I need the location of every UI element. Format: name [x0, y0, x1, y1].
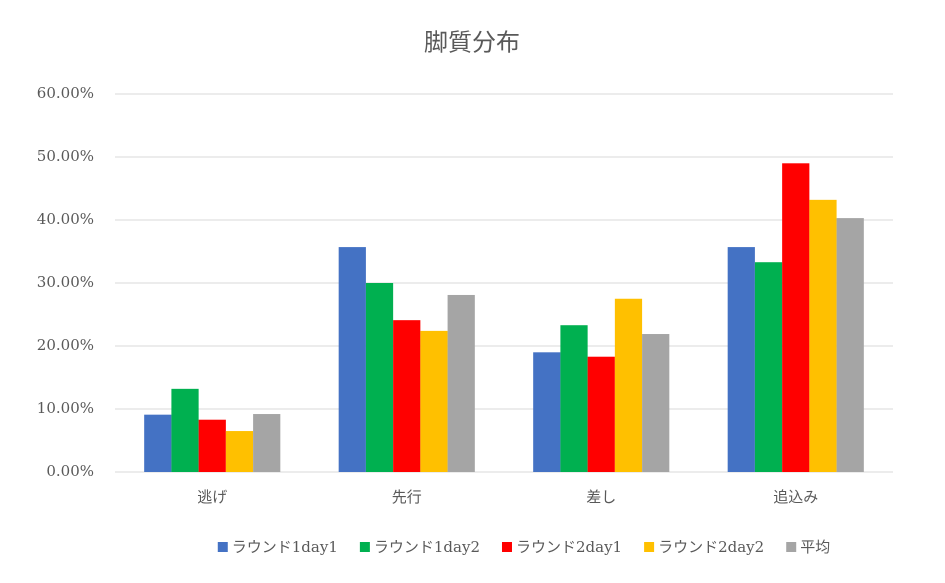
- bar: [533, 352, 561, 472]
- bar: [836, 218, 864, 472]
- bar: [338, 247, 366, 472]
- legend-swatch: [217, 542, 228, 552]
- y-tick-label: 30.00%: [37, 273, 94, 291]
- bar: [614, 298, 643, 472]
- bar: [642, 334, 670, 472]
- bar: [365, 283, 394, 472]
- bar: [809, 199, 837, 472]
- y-tick-label: 20.00%: [37, 336, 94, 354]
- legend-swatch: [359, 542, 370, 552]
- bar: [447, 294, 475, 472]
- y-tick-label: 10.00%: [37, 399, 94, 417]
- x-tick-label: 追込み: [773, 488, 818, 506]
- y-tick-label: 0.00%: [46, 462, 94, 480]
- bar: [225, 431, 254, 472]
- legend-label: 平均: [800, 538, 830, 556]
- bar: [198, 419, 226, 472]
- y-tick-label: 60.00%: [37, 84, 94, 102]
- y-tick-label: 50.00%: [37, 147, 94, 165]
- x-tick-label: 逃げ: [197, 488, 227, 506]
- bar: [587, 356, 615, 472]
- legend-label: ラウンド2day1: [516, 538, 622, 556]
- bar: [560, 325, 588, 472]
- legend-swatch: [501, 542, 512, 552]
- chart-title: 脚質分布: [424, 29, 520, 57]
- legend-swatch: [644, 542, 655, 552]
- x-tick-label: 差し: [586, 488, 616, 506]
- bar: [144, 414, 172, 472]
- bar: [393, 320, 421, 472]
- x-tick-label: 先行: [392, 488, 422, 506]
- bar: [727, 247, 755, 472]
- bar: [171, 388, 199, 472]
- bar: [420, 330, 448, 472]
- legend-swatch: [786, 542, 797, 552]
- legend-label: ラウンド1day2: [374, 538, 480, 556]
- legend-label: ラウンド2day2: [658, 538, 764, 556]
- bar: [253, 414, 281, 472]
- legend-label: ラウンド1day1: [232, 538, 338, 556]
- bar: [754, 262, 783, 472]
- bar: [782, 163, 810, 473]
- y-tick-label: 40.00%: [37, 210, 94, 228]
